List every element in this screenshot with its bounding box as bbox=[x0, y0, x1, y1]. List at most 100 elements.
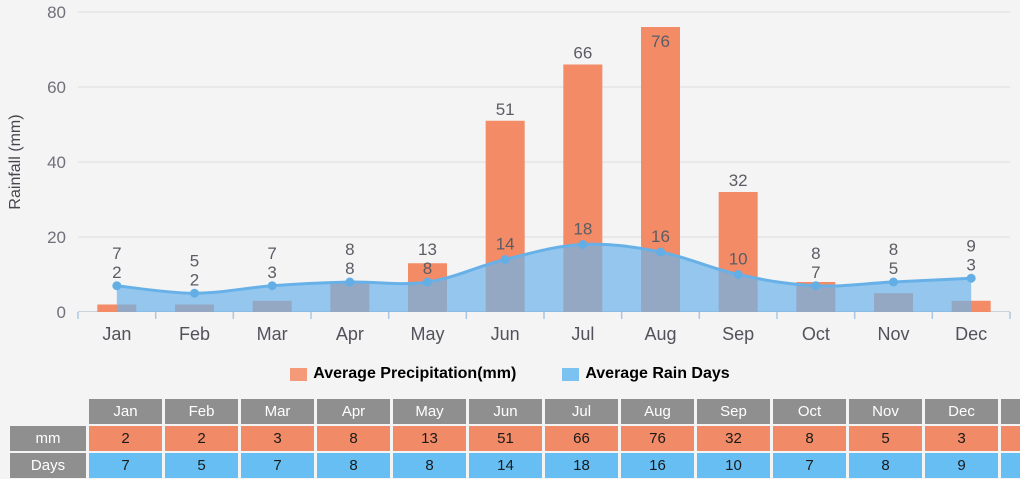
rain-days-value-label: 8 bbox=[345, 259, 354, 278]
x-axis-label-may: May bbox=[410, 324, 444, 344]
table-cell-days-jan: 7 bbox=[89, 453, 162, 478]
rain-days-area bbox=[116, 244, 972, 312]
table-cell-days-may: 8 bbox=[393, 453, 466, 478]
rain-days-value-label: 18 bbox=[573, 220, 592, 239]
table-cell-mm-oct: 8 bbox=[773, 426, 846, 451]
rain-days-value-label: 14 bbox=[496, 235, 515, 254]
rain-days-marker-dec bbox=[966, 273, 976, 283]
table-cell-days-feb: 5 bbox=[165, 453, 238, 478]
precipitation-value-label: 2 bbox=[190, 270, 199, 289]
rain-days-marker-apr bbox=[345, 277, 355, 287]
legend-item-precipitation: Average Precipitation(mm) bbox=[290, 365, 516, 383]
rain-days-marker-may bbox=[423, 277, 432, 287]
y-axis-title: Rainfall (mm) bbox=[7, 114, 24, 209]
table-header-oct: Oct bbox=[773, 399, 846, 424]
y-axis-tick-label: 0 bbox=[57, 303, 66, 322]
rain-days-value-label: 7 bbox=[112, 244, 121, 263]
rain-days-marker-sep bbox=[733, 270, 743, 279]
y-axis-tick-label: 20 bbox=[47, 228, 66, 247]
y-axis-tick-label: 40 bbox=[47, 153, 66, 172]
chart-legend: Average Precipitation(mm) Average Rain D… bbox=[0, 365, 1020, 383]
table-header-sep: Sep bbox=[697, 399, 770, 424]
precipitation-value-label: 13 bbox=[418, 240, 437, 259]
table-header-jun: Jun bbox=[469, 399, 542, 424]
precipitation-value-label: 8 bbox=[345, 240, 354, 259]
rain-days-marker-mar bbox=[267, 281, 277, 291]
table-header-may: May bbox=[393, 399, 466, 424]
table-header-mar: Mar bbox=[241, 399, 314, 424]
table-cell-days-jul: 18 bbox=[545, 453, 618, 478]
table-cell-mm-dec: 3 bbox=[925, 426, 998, 451]
x-axis-label-mar: Mar bbox=[257, 324, 288, 344]
precipitation-value-label: 5 bbox=[889, 259, 898, 278]
table-cell-days-oct: 7 bbox=[773, 453, 846, 478]
rain-days-marker-jun bbox=[500, 255, 510, 264]
rain-days-value-label: 9 bbox=[966, 236, 975, 255]
table-cell-mm-mar: 3 bbox=[241, 426, 314, 451]
table-header-feb: Feb bbox=[165, 399, 238, 424]
table-cell-mm-aug: 76 bbox=[621, 426, 694, 451]
legend-item-rain-days: Average Rain Days bbox=[562, 365, 730, 383]
table-cell-days-jun: 14 bbox=[469, 453, 542, 478]
table-cell-mm-jan: 2 bbox=[89, 426, 162, 451]
rain-days-line bbox=[116, 242, 972, 295]
table-header-jul: Jul bbox=[545, 399, 618, 424]
rain-days-value-label: 5 bbox=[190, 251, 199, 270]
table-row: mm 2 2 3 8 13 51 66 76 32 8 5 3 bbox=[10, 426, 1020, 451]
table-header-aug: Aug bbox=[621, 399, 694, 424]
table-row-label-mm: mm bbox=[10, 426, 86, 451]
rain-days-value-label: 7 bbox=[267, 244, 276, 263]
precipitation-value-label: 76 bbox=[651, 32, 670, 51]
table-corner-cell bbox=[10, 399, 86, 424]
rain-days-value-label: 8 bbox=[889, 240, 898, 259]
x-axis-label-sep: Sep bbox=[722, 324, 754, 344]
table-cell-days-apr: 8 bbox=[317, 453, 390, 478]
x-axis-label-jun: Jun bbox=[491, 324, 520, 344]
x-axis-label-oct: Oct bbox=[802, 324, 830, 344]
table-cell-mm-jun: 51 bbox=[469, 426, 542, 451]
climate-data-table: Jan Feb Mar Apr May Jun Jul Aug Sep Oct Nov Dec mm 2 2… bbox=[10, 399, 1020, 478]
legend-label-precipitation: Average Precipitation(mm) bbox=[313, 365, 517, 382]
precipitation-value-label: 32 bbox=[729, 171, 748, 190]
table-header-jan: Jan bbox=[89, 399, 162, 424]
table-cell-mm-feb: 2 bbox=[165, 426, 238, 451]
rain-days-value-label: 7 bbox=[811, 263, 820, 282]
x-axis-label-apr: Apr bbox=[336, 324, 364, 344]
legend-label-rain-days: Average Rain Days bbox=[585, 365, 730, 382]
precipitation-value-label: 51 bbox=[496, 100, 515, 119]
table-header-dec: Dec bbox=[925, 399, 998, 424]
table-header-apr: Apr bbox=[317, 399, 390, 424]
precipitation-value-label: 8 bbox=[811, 244, 820, 263]
y-axis-tick-label: 80 bbox=[47, 3, 66, 22]
rain-days-marker-jan bbox=[112, 281, 122, 291]
x-axis-label-nov: Nov bbox=[877, 324, 909, 344]
table-cell-mm-apr: 8 bbox=[317, 426, 390, 451]
table-cell-mm-clipped bbox=[1001, 426, 1020, 451]
table-cell-mm-may: 13 bbox=[393, 426, 466, 451]
table-cell-mm-nov: 5 bbox=[849, 426, 922, 451]
x-axis-label-aug: Aug bbox=[644, 324, 676, 344]
table-row: Jan Feb Mar Apr May Jun Jul Aug Sep Oct Nov Dec bbox=[10, 399, 1020, 424]
precipitation-value-label: 2 bbox=[112, 263, 121, 282]
rain-days-marker-feb bbox=[190, 288, 199, 298]
table-cell-mm-jul: 66 bbox=[545, 426, 618, 451]
y-axis-tick-label: 60 bbox=[47, 78, 66, 97]
table-row: Days 7 5 7 8 8 14 18 16 10 7 8 9 bbox=[10, 453, 1020, 478]
table-cell-days-nov: 8 bbox=[849, 453, 922, 478]
rain-days-value-label: 8 bbox=[423, 259, 432, 278]
rain-days-value-label: 10 bbox=[729, 250, 748, 269]
rain-days-marker-jul bbox=[578, 240, 588, 249]
x-axis-label-jan: Jan bbox=[102, 324, 131, 344]
rain-days-value-label: 16 bbox=[651, 227, 670, 246]
precipitation-value-label: 66 bbox=[573, 44, 592, 63]
x-axis-label-feb: Feb bbox=[179, 324, 210, 344]
precipitation-value-label: 3 bbox=[267, 263, 276, 282]
table-header-clipped bbox=[1001, 399, 1020, 424]
table-cell-mm-sep: 32 bbox=[697, 426, 770, 451]
table-cell-days-dec: 9 bbox=[925, 453, 998, 478]
table-cell-days-mar: 7 bbox=[241, 453, 314, 478]
table-row-label-days: Days bbox=[10, 453, 86, 478]
rain-days-marker-nov bbox=[889, 277, 898, 287]
